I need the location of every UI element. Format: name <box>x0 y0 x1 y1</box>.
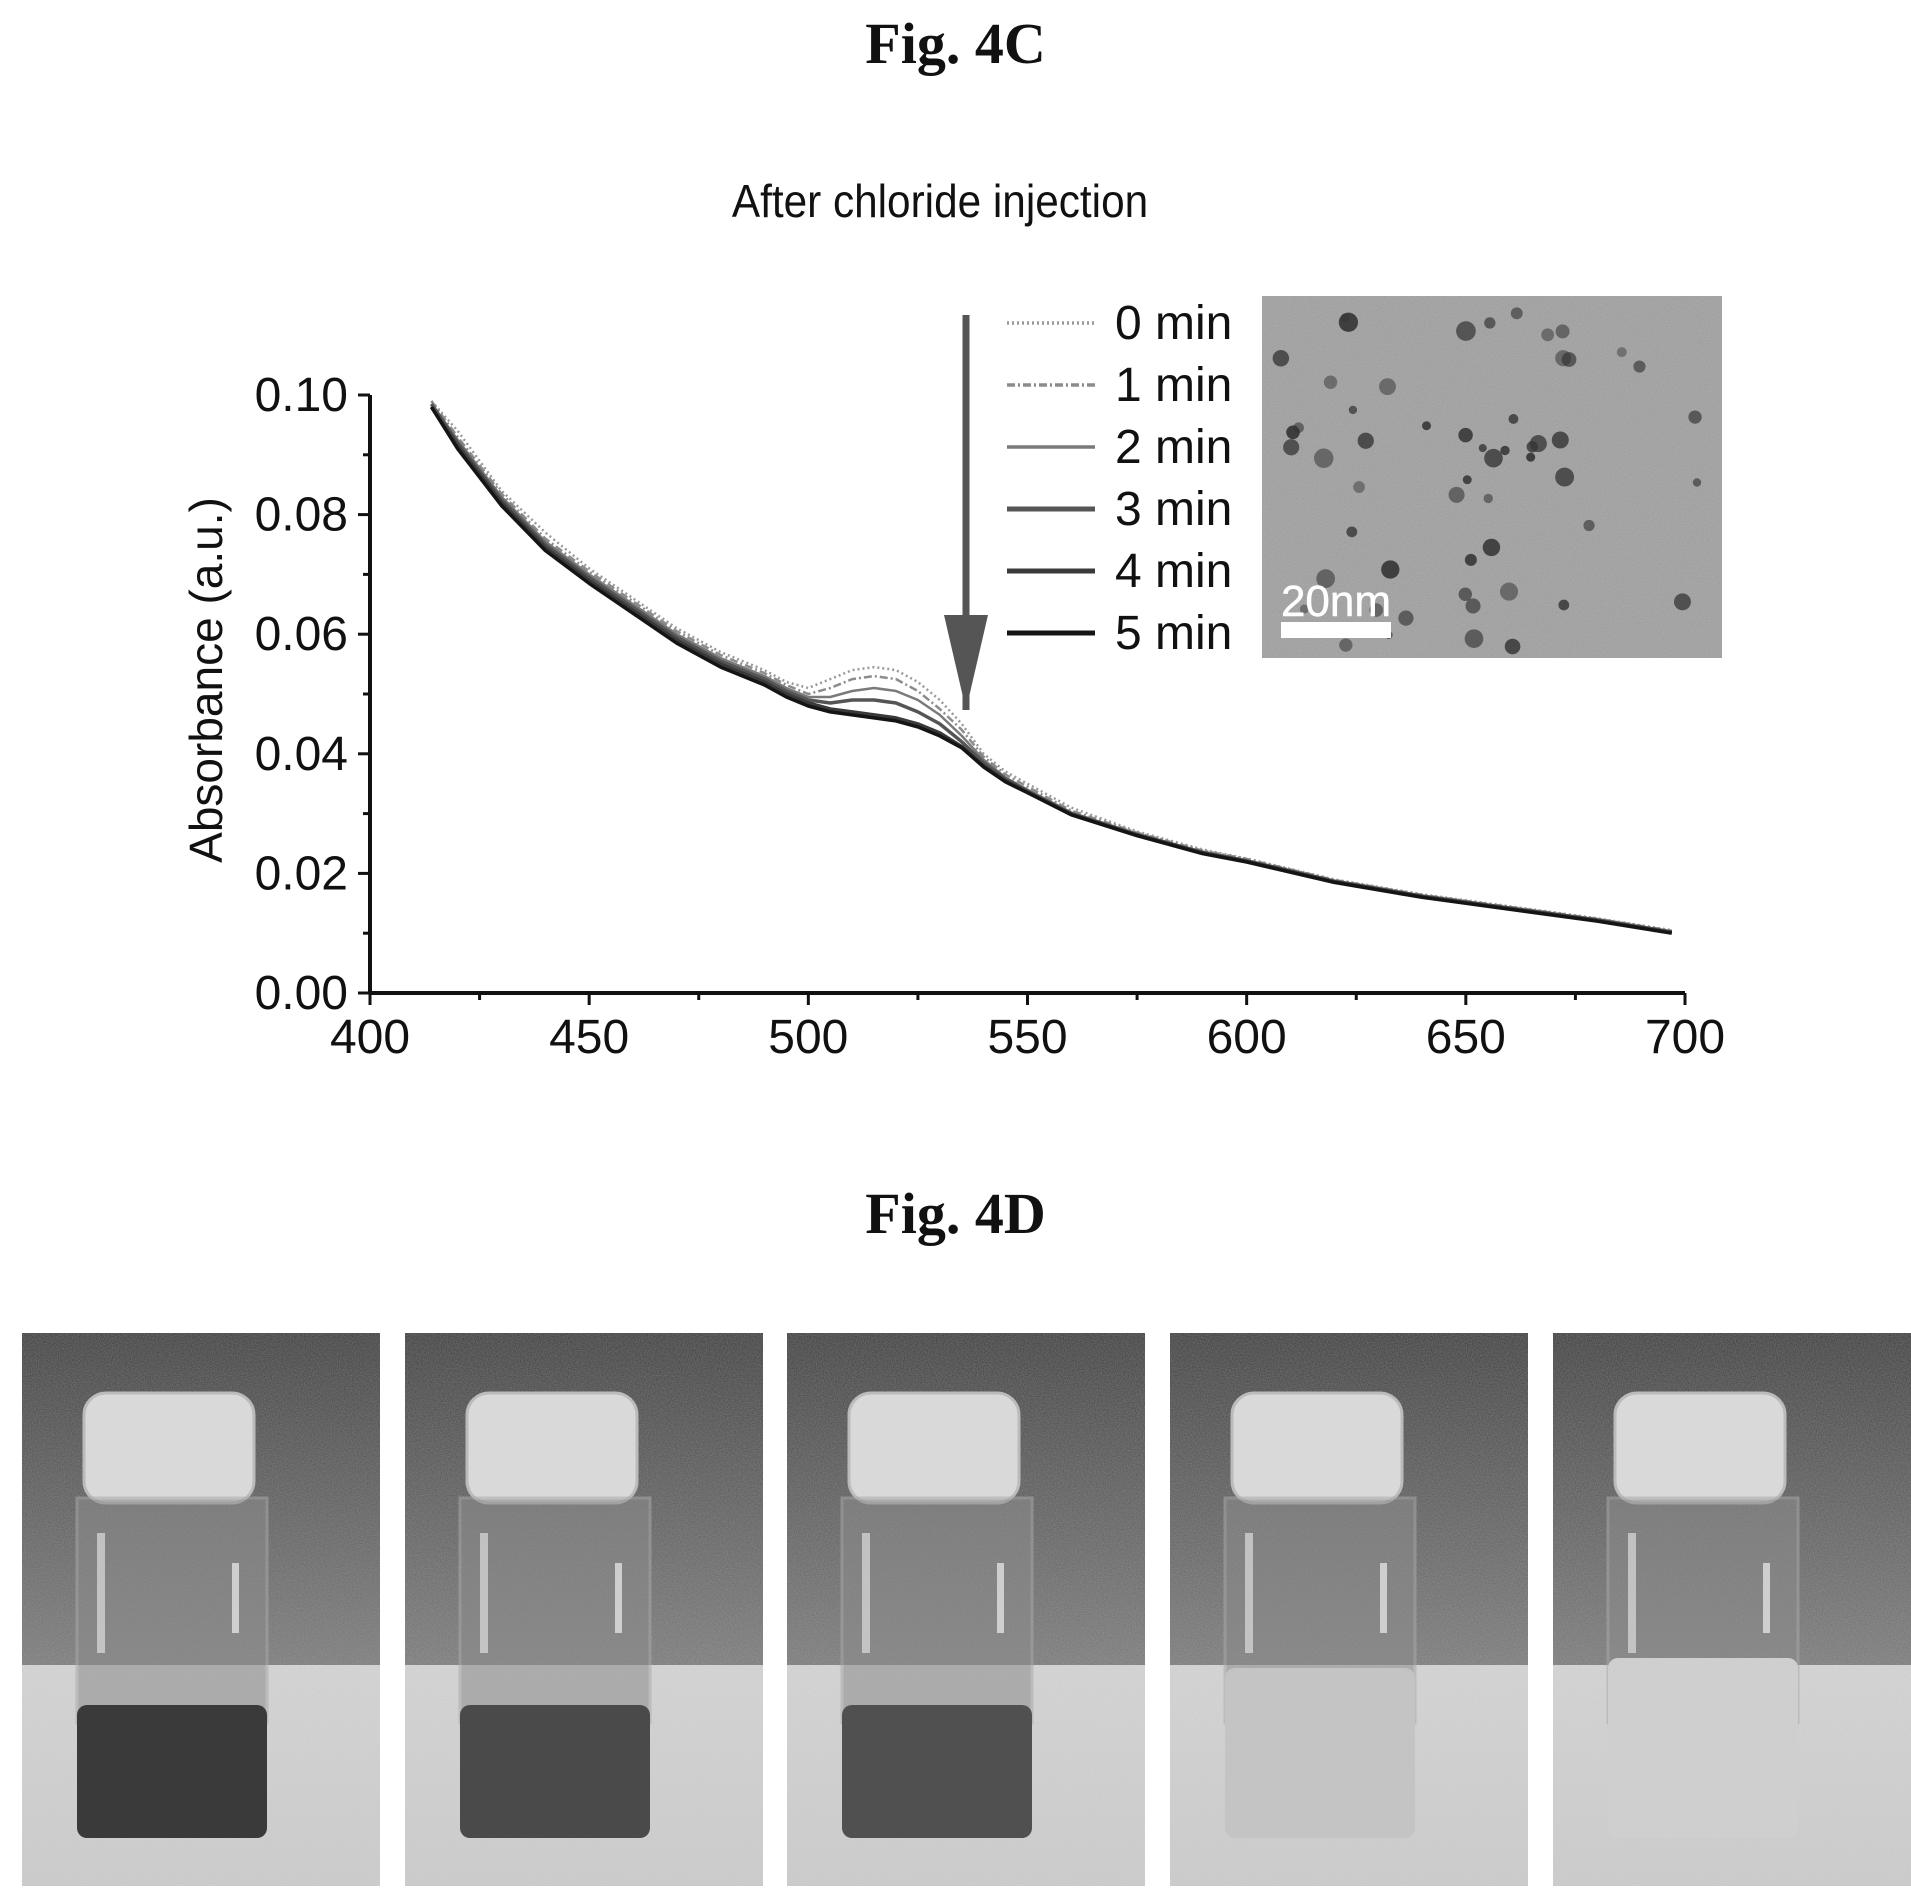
y-tick-label: 0.10 <box>255 369 348 422</box>
nanoparticle-dot <box>1464 553 1477 566</box>
x-tick-label: 700 <box>1645 1011 1725 1064</box>
nanoparticle-dot <box>1465 598 1481 614</box>
vial-photo-3 <box>787 1333 1145 1886</box>
nanoparticle-dot <box>1272 350 1290 367</box>
vial-photo-graphic <box>405 1333 763 1886</box>
figure-d-label: Fig. 4D <box>865 1181 1046 1246</box>
nanoparticle-dot <box>1348 405 1358 415</box>
nanoparticle-dot <box>1357 432 1374 449</box>
nanoparticle-dot <box>1483 493 1493 504</box>
series-line-5 <box>429 406 1673 935</box>
nanoparticle-dot <box>1398 610 1414 626</box>
y-tick-label: 0.00 <box>255 967 348 1020</box>
x-tick-label: 400 <box>330 1011 410 1064</box>
scale-bar-label: 20nm <box>1281 577 1391 626</box>
nanoparticle-dot <box>1462 475 1472 485</box>
y-tick-label: 0.08 <box>255 489 348 542</box>
nanoparticle-dot <box>1508 414 1519 424</box>
vial-photo-graphic <box>787 1333 1145 1886</box>
chart-title: After chloride injection <box>732 176 1148 227</box>
nanoparticle-dot <box>1464 629 1484 648</box>
legend-label: 4 min <box>1115 545 1232 598</box>
nanoparticle-dot <box>1541 328 1555 342</box>
nanoparticle-dot <box>1316 569 1336 589</box>
legend: 0 min 1 min 2 min 3 min 4 min 5 min <box>1007 297 1232 660</box>
nanoparticle-dot <box>1499 582 1519 601</box>
tick-labels: 400 450 500 550 600 650 700 0.00 0.02 0.04 0.06 0.0… <box>255 369 1725 1064</box>
nanoparticle-dot <box>1286 425 1300 440</box>
scale-bar <box>1281 622 1391 638</box>
nanoparticle-dot <box>1555 350 1572 367</box>
legend-label: 3 min <box>1115 483 1232 536</box>
nanoparticle-dot <box>1500 445 1510 456</box>
nanoparticle-dot <box>1558 599 1570 611</box>
nanoparticle-dot <box>1526 452 1536 462</box>
nanoparticle-dot <box>1323 375 1338 389</box>
legend-label: 5 min <box>1115 607 1232 660</box>
vial-photo-1 <box>22 1333 380 1886</box>
nanoparticle-dot <box>1484 448 1503 468</box>
down-arrow-annotation <box>944 315 988 710</box>
nanoparticle-dot <box>1353 481 1365 493</box>
series-line-0 <box>430 400 1672 932</box>
x-tick-label: 500 <box>768 1011 848 1064</box>
vial-photo-5 <box>1553 1333 1911 1886</box>
nanoparticle-dot <box>1583 519 1595 532</box>
nanoparticle-dot <box>1458 587 1472 601</box>
nanoparticle-dot <box>1633 360 1646 373</box>
y-tick-label: 0.02 <box>255 847 348 900</box>
vial-photo-graphic <box>1553 1333 1911 1886</box>
nanoparticle-dot <box>1338 312 1359 332</box>
nanoparticle-dot <box>1692 478 1702 487</box>
y-axis-label: Absorbance (a.u.) <box>180 497 232 863</box>
legend-label: 2 min <box>1115 421 1232 474</box>
x-tick-label: 650 <box>1426 1011 1506 1064</box>
nanoparticle-dot <box>1529 435 1547 453</box>
nanoparticle-dot <box>1448 486 1465 503</box>
nanoparticle-dot <box>1299 604 1309 614</box>
y-tick-label: 0.06 <box>255 608 348 661</box>
nanoparticle-dot <box>1551 431 1569 449</box>
y-tick-label: 0.04 <box>255 728 348 781</box>
nanoparticle-dot <box>1688 410 1702 424</box>
nanoparticle-dot <box>1482 538 1501 557</box>
nanoparticle-dot <box>1369 603 1384 617</box>
tem-inset-image: 20nm <box>1262 296 1722 658</box>
nanoparticle-dot <box>1339 638 1353 652</box>
nanoparticle-dot <box>1379 378 1396 396</box>
nanoparticle-dot <box>1422 421 1431 431</box>
legend-label: 0 min <box>1115 297 1232 350</box>
figure-c-label: Fig. 4C <box>865 11 1046 76</box>
nanoparticle-dot <box>1616 347 1627 358</box>
vial-photo-graphic <box>1170 1333 1528 1886</box>
absorbance-chart: After chloride injection Absorbance (a.u… <box>180 176 1725 1064</box>
nanoparticle-dot <box>1346 526 1358 538</box>
nanoparticle-dot <box>1504 638 1521 655</box>
nanoparticle-dot <box>1340 313 1350 323</box>
nanoparticle-dot <box>1478 444 1487 453</box>
nanoparticle-dot <box>1458 427 1473 443</box>
series-lines <box>429 400 1673 935</box>
x-tick-label: 550 <box>987 1011 1067 1064</box>
x-tick-label: 450 <box>549 1011 629 1064</box>
nanoparticle-dot <box>1510 307 1523 320</box>
legend-label: 1 min <box>1115 359 1232 412</box>
nanoparticle-dot <box>1283 439 1300 456</box>
nanoparticle-dot <box>1381 560 1400 579</box>
nanoparticle-dot <box>1555 324 1570 339</box>
nanoparticle-dot <box>1555 467 1575 487</box>
vial-photo-4 <box>1170 1333 1528 1886</box>
nanoparticle-dot <box>1456 321 1476 341</box>
nanoparticle-dot <box>1484 317 1496 329</box>
vial-photo-graphic <box>22 1333 380 1886</box>
x-tick-label: 600 <box>1207 1011 1287 1064</box>
nanoparticle-dot <box>1314 448 1334 468</box>
vial-photo-2 <box>405 1333 763 1886</box>
nanoparticle-dot <box>1673 593 1691 611</box>
